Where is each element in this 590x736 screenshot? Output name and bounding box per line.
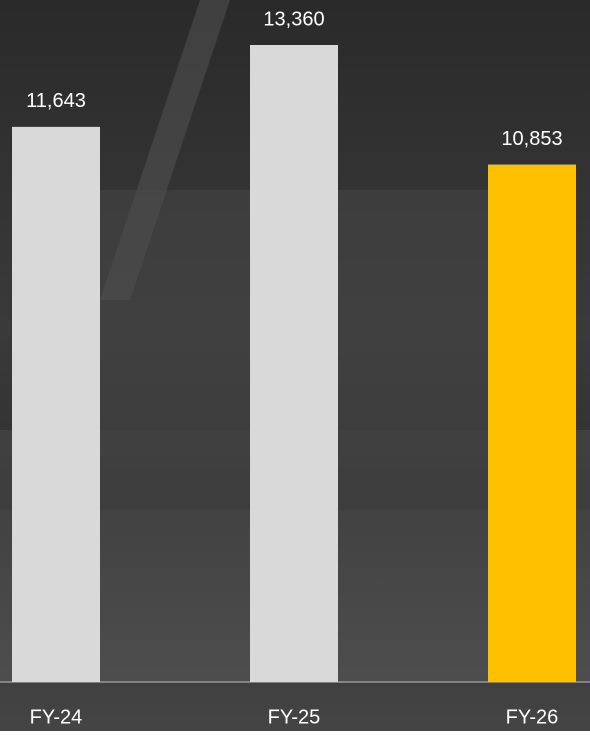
x-tick-label: FY-24 — [30, 706, 83, 728]
bar — [12, 127, 100, 682]
value-label: 10,853 — [501, 128, 562, 150]
x-tick-label: FY-25 — [268, 706, 321, 728]
value-label: 11,643 — [26, 90, 86, 112]
x-tick-label: FY-26 — [506, 706, 559, 728]
value-label: 13,360 — [263, 8, 324, 30]
page: 11,643FY-2413,360FY-2510,853FY-26 (() =>… — [0, 0, 590, 731]
bar — [488, 165, 576, 682]
bar — [250, 45, 338, 682]
chart: 11,643 FY-24 13,360 FY-25 10,853 FY-26 — [0, 0, 590, 731]
